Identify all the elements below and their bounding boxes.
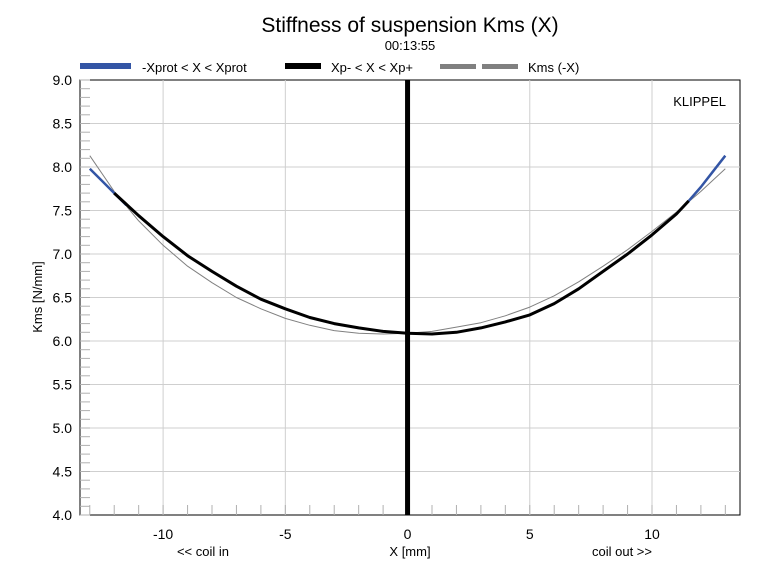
y-tick-label: 8.5 bbox=[53, 116, 73, 132]
x-tick-label: 0 bbox=[404, 526, 412, 542]
y-tick-label: 7.0 bbox=[53, 246, 73, 262]
x-axis-label-left: << coil in bbox=[177, 544, 229, 559]
x-tick-label: 10 bbox=[644, 526, 660, 542]
y-axis-label: Kms [N/mm] bbox=[30, 261, 45, 333]
legend-swatch-mirror-a bbox=[440, 64, 476, 69]
y-tick-label: 6.0 bbox=[53, 333, 73, 349]
series-protected-line-right bbox=[687, 154, 727, 202]
y-tick-label: 4.0 bbox=[53, 507, 73, 523]
y-tick-label: 6.5 bbox=[53, 290, 73, 306]
y-tick-label: 8.0 bbox=[53, 159, 73, 175]
y-tick-label: 4.5 bbox=[53, 464, 73, 480]
legend-swatch-operating bbox=[285, 63, 321, 69]
y-tick-label: 9.0 bbox=[53, 72, 73, 88]
x-axis-label: X [mm] bbox=[389, 544, 430, 559]
x-tick-label: -10 bbox=[153, 526, 173, 542]
legend-label-operating: Xp- < X < Xp+ bbox=[331, 60, 413, 75]
y-tick-label: 5.5 bbox=[53, 377, 73, 393]
legend: -Xprot < X < Xprot Xp- < X < Xp+ Kms (-X… bbox=[80, 60, 579, 75]
x-tick-label: 5 bbox=[526, 526, 534, 542]
x-axis-label-right: coil out >> bbox=[592, 544, 652, 559]
klippel-watermark: KLIPPEL bbox=[673, 94, 726, 109]
legend-swatch-mirror-b bbox=[482, 64, 518, 69]
legend-swatch-protected bbox=[80, 63, 131, 69]
y-tick-label: 5.0 bbox=[53, 420, 73, 436]
chart-subtitle: 00:13:55 bbox=[385, 38, 436, 53]
y-tick-label: 7.5 bbox=[53, 203, 73, 219]
chart-title: Stiffness of suspension Kms (X) bbox=[261, 14, 558, 37]
legend-label-protected: -Xprot < X < Xprot bbox=[142, 60, 247, 75]
legend-label-mirror: Kms (-X) bbox=[528, 60, 579, 75]
x-tick-label: -5 bbox=[279, 526, 292, 542]
